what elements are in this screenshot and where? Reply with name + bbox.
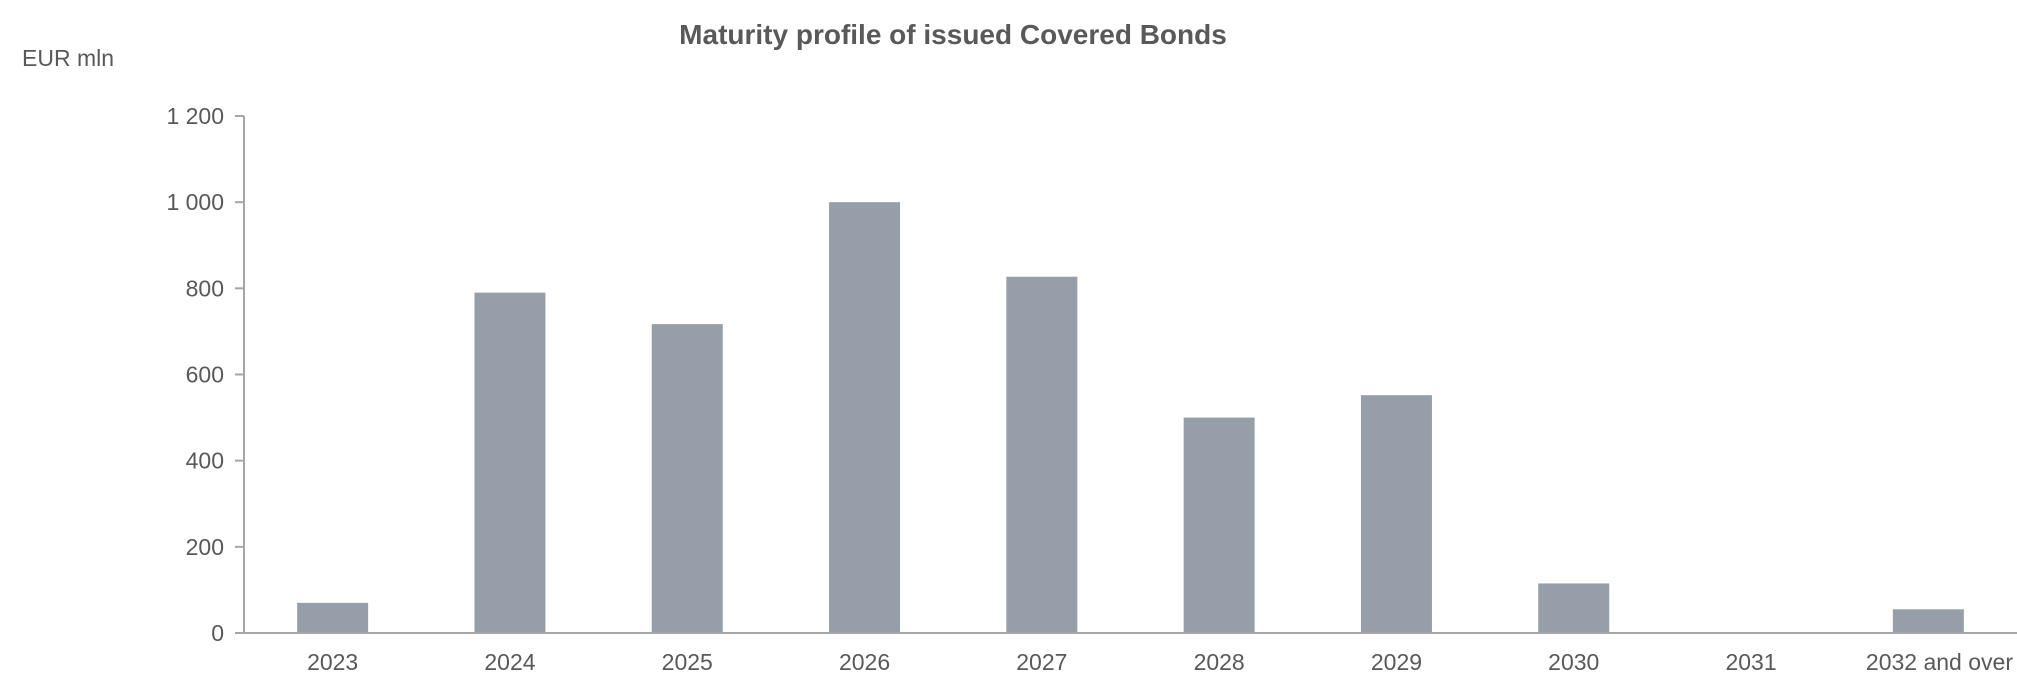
x-tick-label: 2025 [662, 649, 713, 674]
x-tick-label: 2029 [1371, 649, 1422, 674]
bar-2028 [1183, 417, 1255, 633]
y-tick-label: 200 [186, 534, 224, 560]
y-axis-unit-label: EUR mln [22, 45, 114, 71]
bar-2027 [1006, 276, 1078, 633]
x-tick-label: 2026 [839, 649, 890, 674]
chart-title: Maturity profile of issued Covered Bonds [679, 19, 1227, 50]
x-tick-label: 2031 [1725, 649, 1776, 674]
y-tick-label: 400 [186, 448, 224, 474]
y-tick-label: 800 [186, 275, 224, 301]
y-tick-label: 0 [211, 620, 224, 646]
bar-2023 [297, 602, 369, 633]
bar-2032-and-over [1892, 609, 1964, 633]
bar-2026 [829, 202, 901, 633]
x-tick-label: 2030 [1548, 649, 1599, 674]
x-tick-label: 2027 [1016, 649, 1067, 674]
x-tick-label: 2023 [307, 649, 358, 674]
bar-2024 [474, 292, 546, 633]
y-tick-label: 1 200 [166, 103, 224, 129]
x-tick-label: 2024 [484, 649, 535, 674]
y-tick-label: 1 000 [166, 189, 224, 215]
x-axis: 2023 2024 2025 2026 2027 2028 2029 2030 2031 2032… [307, 649, 2013, 674]
bars-group [297, 202, 1964, 633]
y-tick-label: 600 [186, 362, 224, 388]
bar-2030 [1538, 583, 1610, 633]
x-tick-label: 2028 [1194, 649, 1245, 674]
bar-2025 [651, 324, 723, 633]
y-axis: 0 200 400 600 800 1 000 1 200 [166, 103, 244, 646]
bar-2029 [1360, 395, 1432, 633]
x-tick-label: 2032 and over [1866, 649, 2013, 674]
